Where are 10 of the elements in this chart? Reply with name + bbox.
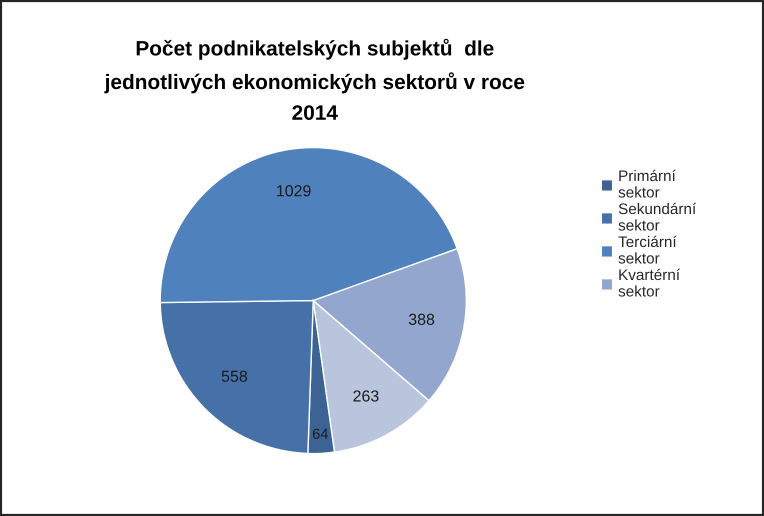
data-label: 388 [408,314,434,325]
data-label: 64 [312,428,328,439]
legend-label: Kvartérní sektor [618,268,680,297]
legend-label: Primární sektor [618,170,676,198]
legend-label: Terciární sektor [618,236,677,264]
chart-title: Počet podnikatelských subjektů dle jednotlivých ekonomických sektorů v roce 2014 [104,38,524,120]
legend-label: Sekundární sektor [618,202,696,231]
data-label: 263 [353,390,379,402]
data-label: 558 [222,370,248,382]
data-label: 1029 [277,185,311,196]
